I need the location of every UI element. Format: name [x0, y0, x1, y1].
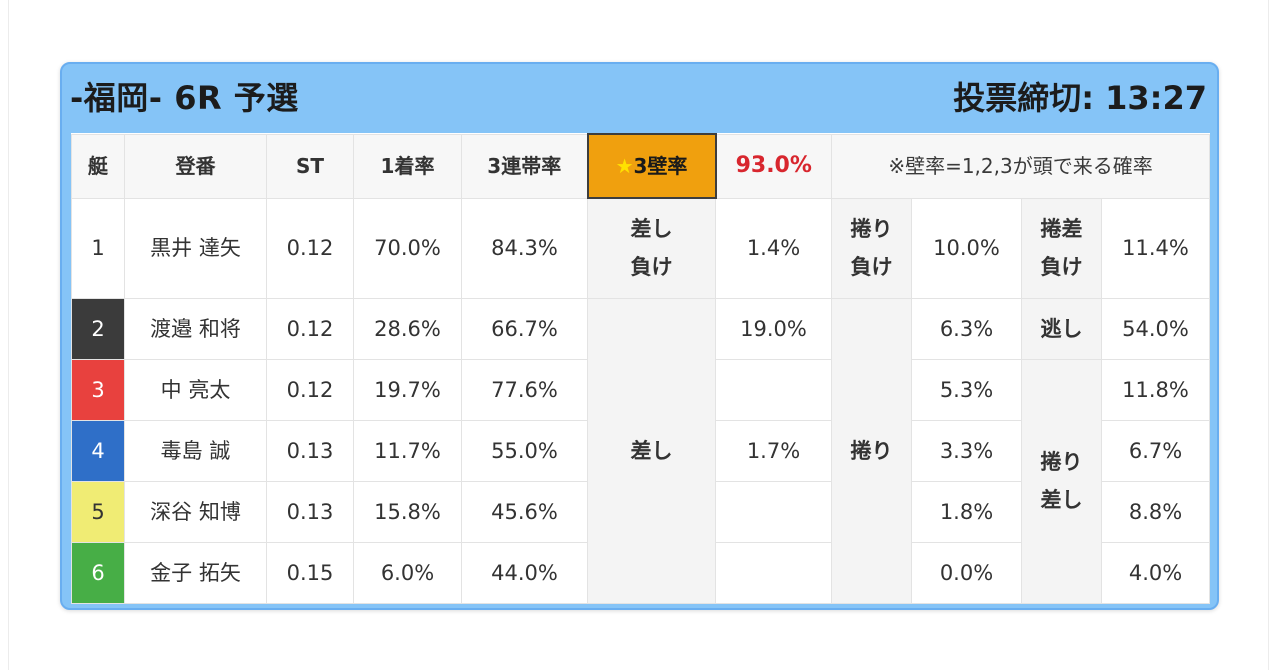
sashi-make-label: 差し負け [587, 197, 716, 299]
racer-first-rate: 19.7% [353, 358, 462, 421]
table-row: 6 金子 拓矢 0.15 6.0% 44.0% 0.0% 4.0% [71, 541, 1211, 604]
sashi-label: 差し [587, 297, 716, 604]
racer-trio-rate: 84.3% [461, 197, 588, 299]
table-row: 5 深谷 知博 0.13 15.8% 45.6% 1.8% 8.8% [71, 480, 1211, 543]
nige-label: 逃し [1021, 297, 1102, 360]
racer-trio-rate: 66.7% [461, 297, 588, 360]
makurisashi-value: 6.7% [1100, 419, 1211, 482]
race-title: -福岡- 6R 予選 [70, 79, 299, 117]
racer-first-rate: 15.8% [353, 480, 462, 543]
racer-first-rate: 11.7% [353, 419, 462, 482]
sashi-value [715, 480, 832, 543]
sashi-value [715, 541, 832, 604]
racer-trio-rate: 77.6% [461, 358, 588, 421]
header-trio-rate: 3連帯率 [461, 133, 588, 199]
boat-number: 2 [71, 297, 125, 360]
table-row: 2 渡邉 和将 0.12 28.6% 66.7% 差し 19.0% 捲り 6.3… [71, 297, 1211, 604]
racer-first-rate: 6.0% [353, 541, 462, 604]
sashi-value [715, 358, 832, 421]
voting-deadline: 投票締切: 13:27 [953, 79, 1207, 117]
makurisashi-make-label: 捲差負け [1021, 197, 1102, 299]
race-card: -福岡- 6R 予選 投票締切: 13:27 艇 登番 ST 1着率 3連帯率 … [60, 62, 1219, 610]
sashi-value: 1.4% [715, 197, 832, 299]
table-header-row: 艇 登番 ST 1着率 3連帯率 ★3壁率 93.0% ※壁率=1,2,3が頭で… [71, 133, 1211, 199]
makurisashi-value: 11.4% [1100, 197, 1211, 299]
makuri-label: 捲り [831, 297, 912, 604]
makurisashi-value: 11.8% [1100, 358, 1211, 421]
makurisashi-value: 54.0% [1100, 297, 1211, 360]
boat-number: 6 [71, 541, 125, 604]
makurisashi-value: 4.0% [1100, 541, 1211, 604]
boat-number: 5 [71, 480, 125, 543]
makurisashi-label: 捲り差し [1021, 358, 1102, 604]
makuri-make-label: 捲り負け [831, 197, 912, 299]
sashi-value: 1.7% [715, 419, 832, 482]
racer-st: 0.12 [266, 297, 354, 360]
makuri-value: 1.8% [911, 480, 1022, 543]
racer-st: 0.13 [266, 480, 354, 543]
makuri-value: 6.3% [911, 297, 1022, 360]
boat-number: 4 [71, 419, 125, 482]
racer-st: 0.13 [266, 419, 354, 482]
racer-name: 毒島 誠 [124, 419, 267, 482]
table-row: 1 黒井 達矢 0.12 70.0% 84.3% 差し負け 1.4% 捲り負け … [71, 197, 1211, 299]
racer-trio-rate: 55.0% [461, 419, 588, 482]
racer-name: 中 亮太 [124, 358, 267, 421]
table-row: 3 中 亮太 0.12 19.7% 77.6% 5.3% 捲り差し 11.8% [71, 358, 1211, 604]
makuri-value: 10.0% [911, 197, 1022, 299]
racer-st: 0.15 [266, 541, 354, 604]
race-stats-table: 艇 登番 ST 1着率 3連帯率 ★3壁率 93.0% ※壁率=1,2,3が頭で… [71, 133, 1211, 604]
racer-st: 0.12 [266, 197, 354, 299]
racer-trio-rate: 45.6% [461, 480, 588, 543]
page-edge-right [1268, 0, 1269, 670]
makurisashi-value: 8.8% [1100, 480, 1211, 543]
racer-first-rate: 70.0% [353, 197, 462, 299]
wall-rate-note: ※壁率=1,2,3が頭で来る確率 [830, 133, 1211, 199]
boat-number: 1 [71, 197, 125, 299]
header-boat: 艇 [71, 133, 125, 199]
racer-name: 渡邉 和将 [124, 297, 267, 360]
star-icon: ★ [615, 154, 634, 178]
makuri-value: 3.3% [911, 419, 1022, 482]
racer-st: 0.12 [266, 358, 354, 421]
header-st: ST [266, 133, 354, 199]
makuri-value: 0.0% [911, 541, 1022, 604]
header-first-rate: 1着率 [353, 133, 462, 199]
header-reg: 登番 [124, 133, 267, 199]
racer-name: 金子 拓矢 [124, 541, 267, 604]
sashi-value: 19.0% [715, 297, 832, 360]
makuri-value: 5.3% [911, 358, 1022, 421]
racer-first-rate: 28.6% [353, 297, 462, 360]
wall-rate-tab[interactable]: ★3壁率 [586, 133, 717, 199]
racer-trio-rate: 44.0% [461, 541, 588, 604]
page-edge-left [8, 0, 9, 670]
racer-name: 黒井 達矢 [124, 197, 267, 299]
boat-number: 3 [71, 358, 125, 421]
wall-rate-label: 3壁率 [633, 154, 688, 178]
wall-rate-value: 93.0% [715, 133, 832, 199]
racer-name: 深谷 知博 [124, 480, 267, 543]
